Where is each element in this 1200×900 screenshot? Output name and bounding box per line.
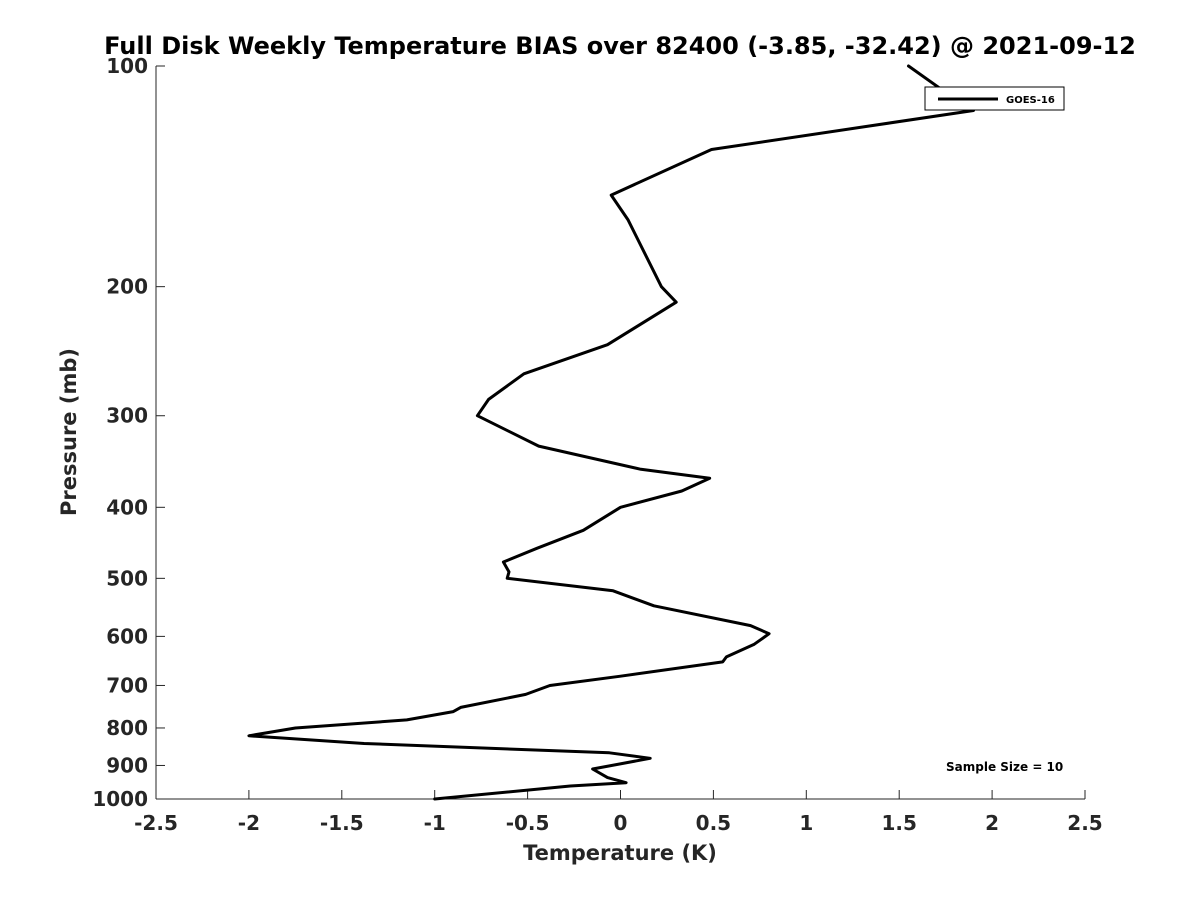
x-tick-label: 0.5 — [696, 811, 731, 835]
y-tick-label: 800 — [106, 716, 148, 740]
x-tick-label: 0 — [614, 811, 628, 835]
y-tick-label: 400 — [106, 495, 148, 519]
y-tick-label: 700 — [106, 673, 148, 697]
plot-area — [247, 64, 975, 801]
legend-entry-goes16: GOES-16 — [1006, 95, 1055, 106]
x-axis-label: Temperature (K) — [523, 841, 717, 865]
y-tick-label: 900 — [106, 753, 148, 777]
x-tick-label: -2 — [238, 811, 260, 835]
series-line-goes-16 — [247, 64, 975, 801]
x-tick-label: -2.5 — [134, 811, 178, 835]
x-tick-label: 2.5 — [1067, 811, 1102, 835]
y-tick-label: 100 — [106, 54, 148, 78]
x-axis-ticks: -2.5 -2 -1.5 -1 -0.5 0 0.5 1 1.5 2 2.5 — [134, 790, 1103, 835]
sample-size-annotation: Sample Size = 10 — [946, 760, 1063, 774]
x-tick-label: -1.5 — [320, 811, 364, 835]
y-tick-label: 600 — [106, 624, 148, 648]
x-tick-label: -0.5 — [506, 811, 550, 835]
y-axis-ticks: 100 200 300 400 500 600 700 800 900 1000 — [92, 54, 165, 811]
x-tick-label: 2 — [985, 811, 999, 835]
x-tick-label: -1 — [424, 811, 446, 835]
y-tick-label: 1000 — [92, 787, 148, 811]
y-tick-label: 200 — [106, 275, 148, 299]
y-axis-label: Pressure (mb) — [57, 348, 81, 516]
legend: GOES-16 — [924, 86, 1065, 111]
x-tick-label: 1.5 — [881, 811, 916, 835]
y-tick-label: 500 — [106, 566, 148, 590]
chart-title: Full Disk Weekly Temperature BIAS over 8… — [104, 32, 1136, 60]
y-tick-label: 300 — [106, 404, 148, 428]
x-tick-label: 1 — [799, 811, 813, 835]
